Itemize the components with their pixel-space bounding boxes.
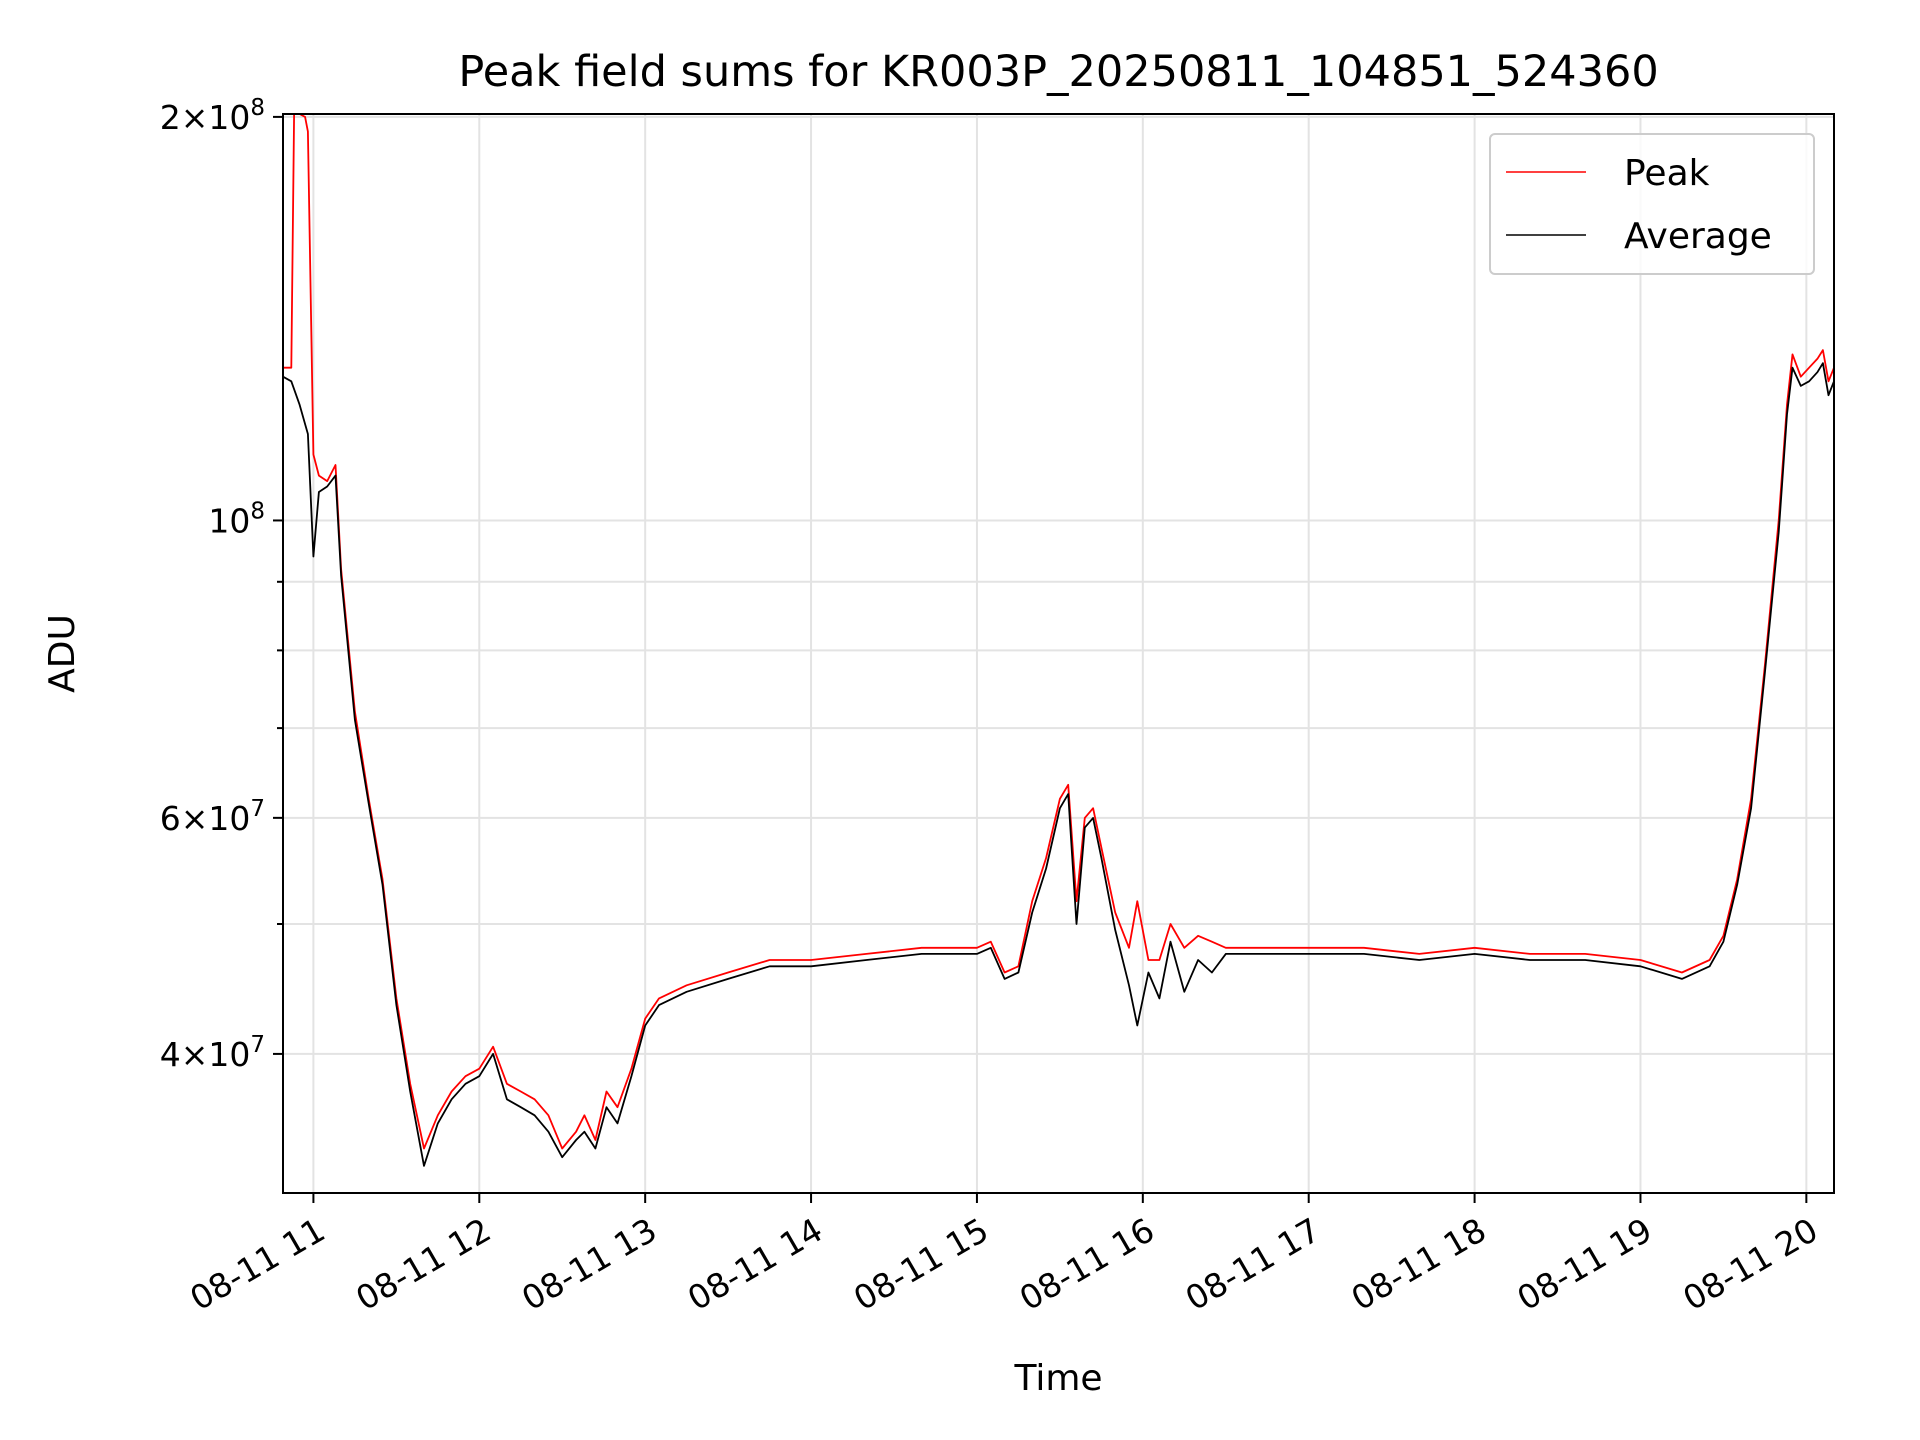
series-lines — [282, 113, 1835, 1167]
x-tick-label: 08-11 19 — [1510, 1210, 1658, 1318]
x-tick-label: 08-11 18 — [1345, 1210, 1493, 1318]
chart-title: Peak field sums for KR003P_20250811_1048… — [458, 47, 1658, 97]
y-tick-label: 4×107 — [160, 1032, 265, 1074]
x-tick-label: 08-11 13 — [515, 1210, 663, 1318]
x-tick-label: 08-11 16 — [1013, 1210, 1161, 1318]
plot-area-frame — [282, 113, 1835, 1194]
x-tick-label: 08-11 15 — [847, 1210, 995, 1318]
gridlines — [283, 114, 1834, 1193]
x-tick-label: 08-11 20 — [1676, 1210, 1824, 1318]
y-tick-label: 108 — [208, 498, 265, 540]
legend-box — [1489, 133, 1815, 275]
y-tick-label: 6×107 — [160, 796, 265, 838]
x-tick-label: 08-11 17 — [1179, 1210, 1327, 1318]
axis-ticks: 08-11 11 08-11 12 08-11 13 08-11 14 08-11 15… — [160, 95, 1825, 1318]
series-line-average — [282, 362, 1835, 1167]
y-axis-title: ADU — [42, 614, 83, 693]
series-line-peak — [283, 113, 1835, 1150]
x-tick-label: 08-11 14 — [681, 1210, 829, 1318]
x-axis-title: Time — [1013, 1358, 1102, 1399]
y-tick-label: 2×108 — [160, 95, 265, 137]
legend: Peak Average — [1489, 133, 1815, 275]
x-tick-label: 08-11 12 — [349, 1210, 497, 1318]
legend-label-average: Average — [1624, 216, 1772, 257]
legend-label-peak: Peak — [1624, 153, 1710, 194]
x-tick-label: 08-11 11 — [183, 1210, 331, 1318]
